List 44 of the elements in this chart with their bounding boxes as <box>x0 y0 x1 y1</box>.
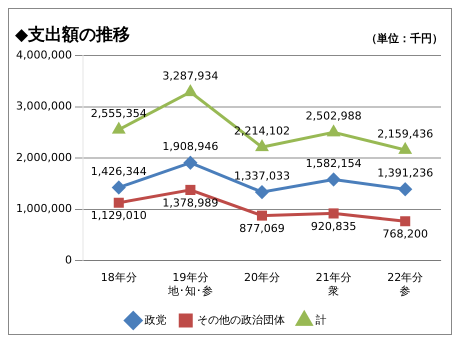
data-label: 1,391,236 <box>377 166 434 180</box>
data-label: 1,426,344 <box>90 164 147 178</box>
x-tick-label: 20年分 <box>244 271 280 284</box>
data-label: 3,287,934 <box>162 69 218 82</box>
y-tick-label: 4,000,000 <box>16 48 72 62</box>
point <box>328 126 340 136</box>
legend-label: 政党 <box>144 313 166 326</box>
data-label: 877,069 <box>239 222 285 236</box>
data-label: 768,200 <box>382 228 428 241</box>
point <box>184 86 196 96</box>
data-label: 2,502,988 <box>306 110 362 123</box>
data-label: 1,337,033 <box>234 169 290 182</box>
text: （単位：千円） <box>366 32 443 45</box>
point <box>400 216 410 226</box>
data-label: 2,159,436 <box>377 127 434 140</box>
x-tick-label: 22年分参 <box>387 271 424 298</box>
point <box>256 210 268 221</box>
x-tick-label: 18年分 <box>100 271 137 284</box>
point <box>328 208 339 218</box>
point <box>327 173 340 186</box>
data-label: 1,378,989 <box>162 196 218 210</box>
point <box>114 198 124 208</box>
point <box>112 181 126 194</box>
chart-title: ◆支出額の推移 <box>15 24 130 46</box>
point <box>255 186 268 199</box>
point <box>185 184 196 195</box>
y-tick-label: 2,000,000 <box>16 150 72 164</box>
point <box>398 182 412 196</box>
point <box>256 140 268 152</box>
legend-label: 計 <box>315 313 326 326</box>
y-tick-label: 3,000,000 <box>16 100 72 113</box>
data-label: 1,582,154 <box>306 156 362 170</box>
point <box>184 156 197 170</box>
point <box>399 143 412 154</box>
x-tick-label: 21年分衆 <box>316 271 352 298</box>
y-tick-label: 1,000,000 <box>16 202 72 216</box>
legend-label: その他の政治団体 <box>196 313 285 326</box>
y-tick-label: 0 <box>64 253 72 266</box>
data-label: 1,908,946 <box>162 140 218 154</box>
x-tick-label: 19年分地･知･参 <box>166 271 213 298</box>
data-label: 2,555,354 <box>90 106 147 120</box>
data-label: 920,835 <box>310 220 356 233</box>
data-label: 1,129,010 <box>90 209 147 222</box>
point <box>112 123 125 134</box>
